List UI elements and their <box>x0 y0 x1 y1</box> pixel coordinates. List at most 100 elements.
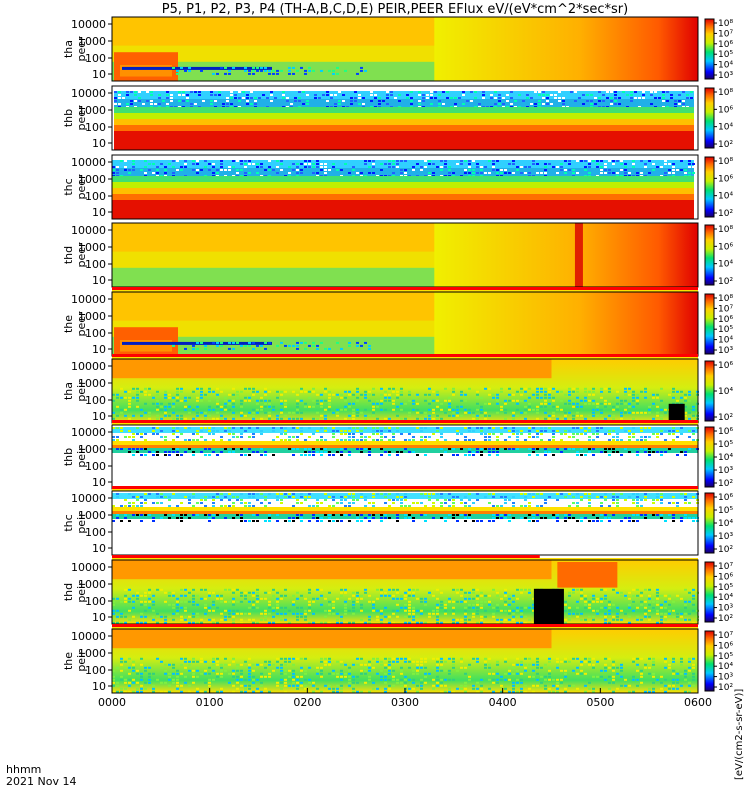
spectrum-pixel <box>538 94 541 96</box>
spectrum-pixel <box>452 663 455 666</box>
spectrum-pixel <box>196 396 199 399</box>
spectrum-pixel <box>216 597 219 600</box>
spectrum-pixel <box>244 502 247 504</box>
spectrum-pixel <box>344 439 347 441</box>
spectrum-pixel <box>356 517 359 519</box>
spectrum-pixel <box>480 396 483 399</box>
spectrum-pixel <box>300 427 303 429</box>
colorbar-tick-label: 10² <box>718 140 733 150</box>
spectrum-pixel <box>464 514 467 516</box>
spectrum-pixel <box>508 603 511 606</box>
spectrum-pixel <box>272 72 275 75</box>
energy-band <box>122 66 272 70</box>
x-tick-label: 0500 <box>586 696 614 709</box>
spectrum-pixel <box>552 387 555 390</box>
spectrum-pixel <box>652 396 655 399</box>
spectrum-pixel <box>358 94 361 96</box>
spectrum-pixel <box>324 439 327 441</box>
spectrum-pixel <box>584 600 587 603</box>
spectrum-pixel <box>218 91 221 93</box>
spectrum-pixel <box>120 160 123 162</box>
spectrum-pixel <box>590 100 593 102</box>
spectrum-pixel <box>660 417 663 420</box>
spectrum-pixel <box>160 681 163 684</box>
spectrum-pixel <box>280 663 283 666</box>
spectrum-pixel <box>152 517 155 519</box>
y-tick-label: 10000 <box>71 293 106 306</box>
spectrum-pixel <box>340 430 343 432</box>
spectrum-pixel <box>628 393 631 396</box>
spectrum-pixel <box>184 594 187 597</box>
spectrum-pixel <box>592 448 595 450</box>
spectrum-pixel <box>116 684 119 687</box>
spectrum-pixel <box>164 681 167 684</box>
spectrum-pixel <box>312 454 315 456</box>
spectrum-pixel <box>564 496 567 498</box>
spectrum-pixel <box>612 163 615 165</box>
spectrum-pixel <box>224 417 227 420</box>
spectrum-pixel <box>144 439 147 441</box>
spectrum-pixel <box>516 690 519 693</box>
spectrum-pixel <box>544 451 547 453</box>
spectrum-pixel <box>396 597 399 600</box>
spectrum-pixel <box>488 502 491 504</box>
y-tick-label: 1000 <box>78 377 106 390</box>
spectrum-pixel <box>598 91 601 93</box>
spectrum-pixel <box>672 657 675 660</box>
spectrum-pixel <box>328 396 331 399</box>
spectrum-pixel <box>364 505 367 507</box>
spectrum-pixel <box>272 405 275 408</box>
spectrum-pixel <box>112 411 115 414</box>
spectrum-pixel <box>528 454 531 456</box>
spectrum-pixel <box>192 493 195 495</box>
spectrum-pixel <box>208 681 211 684</box>
spectrum-pixel <box>360 672 363 675</box>
spectrum-pixel <box>336 687 339 690</box>
spectrum-pixel <box>256 663 259 666</box>
spectrum-pixel <box>112 172 115 174</box>
spectrum-pixel <box>692 597 695 600</box>
spectrum-pixel <box>308 496 311 498</box>
spectrum-pixel <box>372 600 375 603</box>
spectrum-pixel <box>604 597 607 600</box>
y-tick-label: 10 <box>92 611 106 624</box>
spectrum-pixel <box>340 520 343 522</box>
spectrum-pixel <box>252 436 255 438</box>
spectrum-pixel <box>552 517 555 519</box>
spectrum-pixel <box>416 615 419 618</box>
spectrum-pixel <box>628 615 631 618</box>
energy-band <box>112 160 694 168</box>
spectrum-pixel <box>576 405 579 408</box>
spectrum-pixel <box>252 493 255 495</box>
spectrum-pixel <box>268 690 271 693</box>
spectrum-pixel <box>168 405 171 408</box>
spectrum-pixel <box>588 687 591 690</box>
spectrum-pixel <box>224 669 227 672</box>
energy-band <box>112 359 552 379</box>
spectrum-pixel <box>192 169 195 171</box>
panel-label-probe: thd <box>62 246 75 264</box>
spectrum-pixel <box>656 621 659 624</box>
spectrum-pixel <box>306 94 309 96</box>
spectrum-pixel <box>452 606 455 609</box>
spectrum-pixel <box>468 678 471 681</box>
spectrum-pixel <box>456 669 459 672</box>
spectrum-pixel <box>520 399 523 402</box>
spectrum-pixel <box>334 94 337 96</box>
spectrum-pixel <box>672 681 675 684</box>
spectrum-pixel <box>668 663 671 666</box>
spectrum-pixel <box>492 505 495 507</box>
spectrum-pixel <box>300 433 303 435</box>
spectrum-pixel <box>168 675 171 678</box>
spectrum-pixel <box>208 618 211 621</box>
spectrum-pixel <box>580 612 583 615</box>
spectrum-pixel <box>248 399 251 402</box>
spectrum-pixel <box>420 514 423 516</box>
spectrum-pixel <box>596 430 599 432</box>
status-strip <box>112 287 698 290</box>
spectrum-pixel <box>220 505 223 507</box>
spectrum-pixel <box>574 91 577 93</box>
spectrum-pixel <box>152 454 155 456</box>
spectrum-pixel <box>560 451 563 453</box>
spectrum-pixel <box>540 402 543 405</box>
